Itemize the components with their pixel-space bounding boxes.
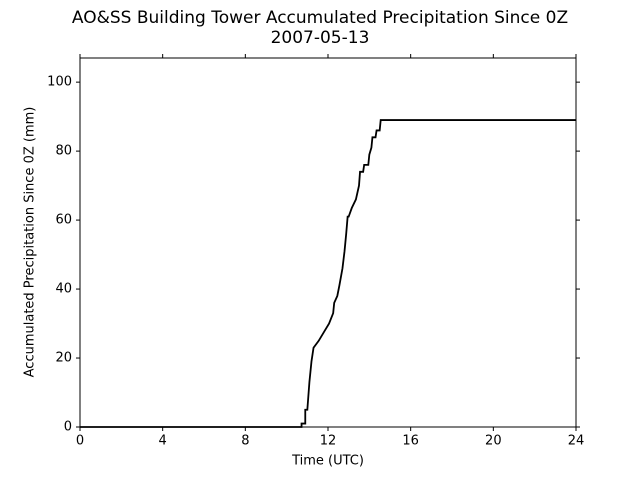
x-tick-label: 16 [402, 434, 419, 449]
x-tick-label: 20 [485, 434, 502, 449]
x-tick-label: 8 [241, 434, 249, 449]
y-tick-label: 40 [55, 282, 72, 297]
chart-subtitle: 2007-05-13 [271, 28, 370, 48]
chart-title: AO&SS Building Tower Accumulated Precipi… [72, 8, 568, 28]
y-tick-label: 100 [47, 75, 72, 90]
x-tick-label: 12 [320, 434, 337, 449]
x-tick-label: 0 [76, 434, 84, 449]
y-tick-label: 0 [64, 420, 72, 435]
x-tick-label: 4 [159, 434, 167, 449]
x-tick-label: 24 [568, 434, 585, 449]
y-tick-label: 20 [55, 351, 72, 366]
plot-frame [79, 57, 577, 428]
y-axis-label: Accumulated Precipitation Since 0Z (mm) [23, 107, 38, 378]
x-axis-label: Time (UTC) [291, 454, 364, 469]
data-line [80, 119, 576, 428]
y-tick-label: 60 [55, 213, 72, 228]
y-tick-label: 80 [55, 144, 72, 159]
